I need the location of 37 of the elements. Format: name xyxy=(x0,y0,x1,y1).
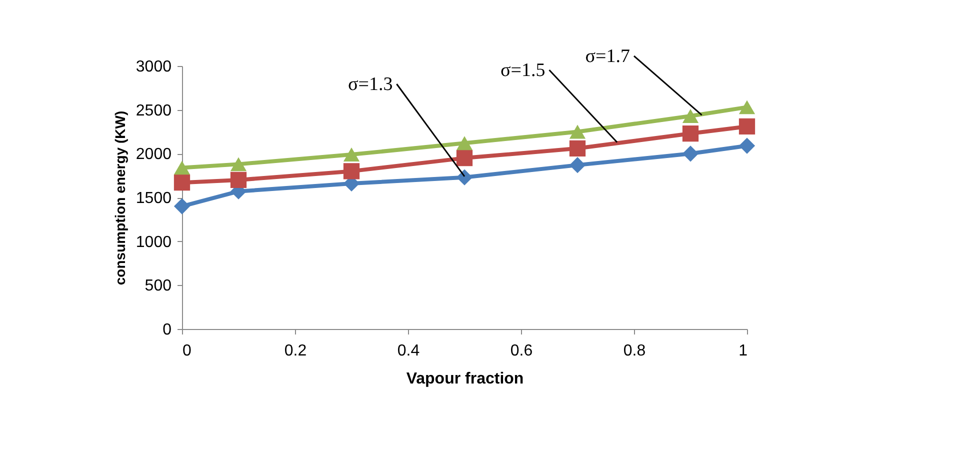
point xyxy=(569,157,586,174)
point xyxy=(230,172,247,188)
point xyxy=(174,174,190,191)
point xyxy=(456,169,473,186)
point xyxy=(343,148,360,162)
x-axis-title: Vapour fraction xyxy=(406,370,524,388)
point xyxy=(738,118,756,135)
y-tick-label: 2000 xyxy=(136,146,172,164)
x-tick-label: 1 xyxy=(738,342,748,360)
point xyxy=(569,124,586,139)
annotation: σ=1.5 xyxy=(500,60,546,81)
point xyxy=(174,160,190,175)
y-tick-label: 0 xyxy=(162,322,172,338)
annotation: σ=1.7 xyxy=(585,46,630,67)
point xyxy=(682,108,699,123)
point xyxy=(343,163,360,180)
y-tick-label: 2500 xyxy=(136,102,172,120)
point xyxy=(230,157,247,172)
y-axis-title: consumption energy (KW) xyxy=(112,110,128,286)
point xyxy=(456,150,473,166)
y-tick-label: 500 xyxy=(144,278,172,295)
x-tick-label: 0.2 xyxy=(284,342,307,360)
x-tick-label: 0.8 xyxy=(623,342,646,360)
y-tick-label: 1500 xyxy=(136,190,172,207)
point xyxy=(174,198,190,214)
x-tick-label: 0.4 xyxy=(397,342,420,360)
y-tick-label: 3000 xyxy=(136,58,172,76)
point xyxy=(456,136,473,150)
y-tick-label: 1000 xyxy=(136,234,172,251)
x-tick-label: 0.6 xyxy=(510,342,533,360)
x-tick-label: 0 xyxy=(182,342,192,360)
point xyxy=(682,146,699,162)
point xyxy=(569,140,586,156)
point xyxy=(738,100,756,114)
point xyxy=(738,138,756,154)
annotation: σ=1.3 xyxy=(348,74,393,95)
point xyxy=(682,125,699,142)
